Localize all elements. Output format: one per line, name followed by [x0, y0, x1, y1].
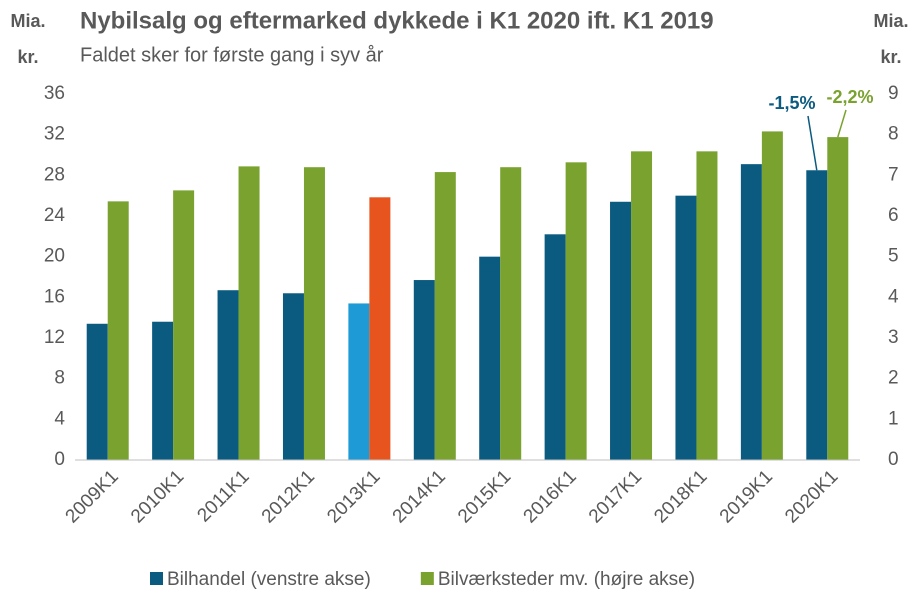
annotation: -1,5% — [768, 93, 815, 113]
x-tick-label: 2009K1 — [62, 466, 123, 527]
bar — [86, 323, 108, 460]
legend-label: Bilhandel (venstre akse) — [167, 569, 371, 590]
bar — [544, 234, 566, 460]
x-tick-label: 2010K1 — [127, 466, 188, 527]
legend-swatch — [420, 572, 434, 585]
y-tick-label: 16 — [44, 286, 65, 307]
bar — [675, 195, 697, 460]
bar — [761, 131, 783, 460]
x-tick-label: 2013K1 — [323, 466, 384, 527]
y-tick-label: 36 — [44, 83, 65, 104]
x-tick-label: 2020K1 — [781, 466, 842, 527]
x-tick-label: 2019K1 — [716, 466, 777, 527]
y2-tick-label: 6 — [888, 205, 899, 226]
bar — [500, 167, 522, 460]
bar — [565, 162, 587, 460]
x-tick-label: 2011K1 — [193, 466, 253, 526]
y2-tick-label: 2 — [888, 368, 899, 389]
y2-tick-label: 8 — [888, 124, 899, 145]
bar — [238, 166, 260, 461]
y2-axis-label: Mia. — [873, 11, 908, 31]
bar — [827, 137, 849, 460]
annotation: -2,2% — [826, 87, 873, 107]
bar — [413, 280, 435, 460]
bar — [610, 201, 632, 460]
y-tick-label: 8 — [54, 368, 65, 389]
y2-tick-label: 4 — [888, 286, 899, 307]
bar — [107, 201, 129, 461]
y-tick-label: 0 — [54, 449, 65, 470]
chart-subtitle: Faldet sker for første gang i syv år — [80, 44, 384, 66]
x-tick-label: 2012K1 — [258, 466, 319, 527]
y-axis-label: kr. — [17, 47, 38, 67]
bar — [217, 290, 239, 460]
y-tick-label: 32 — [44, 124, 65, 145]
bar — [152, 321, 174, 460]
y-tick-label: 4 — [54, 408, 65, 429]
x-tick-label: 2015K1 — [454, 466, 515, 527]
bar — [303, 167, 325, 460]
bar — [173, 190, 195, 460]
bar — [479, 256, 501, 460]
y2-tick-label: 7 — [888, 164, 899, 185]
bar — [740, 164, 762, 460]
y2-tick-label: 3 — [888, 327, 899, 348]
y-tick-label: 20 — [44, 246, 65, 267]
bar — [282, 293, 304, 460]
y2-tick-label: 0 — [888, 449, 899, 470]
bar — [631, 151, 653, 460]
annotation-leader — [837, 109, 847, 138]
annotation-leader — [807, 115, 818, 171]
chart-title: Nybilsalg og eftermarked dykkede i K1 20… — [80, 7, 714, 34]
y2-tick-label: 9 — [888, 83, 899, 104]
y2-tick-label: 1 — [888, 408, 899, 429]
bar — [434, 172, 456, 460]
bar — [348, 303, 370, 460]
y-tick-label: 12 — [44, 327, 65, 348]
x-tick-label: 2016K1 — [520, 466, 581, 527]
y2-tick-label: 5 — [888, 246, 899, 267]
x-tick-label: 2014K1 — [389, 466, 450, 527]
legend-label: Bilværksteder mv. (højre akse) — [438, 569, 695, 590]
bar — [696, 151, 718, 460]
y2-axis-label: kr. — [880, 47, 901, 67]
bar — [806, 170, 828, 460]
y-tick-label: 24 — [44, 205, 66, 226]
x-tick-label: 2018K1 — [650, 466, 711, 527]
x-tick-label: 2017K1 — [585, 466, 646, 527]
legend-swatch — [150, 572, 163, 585]
bar — [369, 197, 391, 460]
y-tick-label: 28 — [44, 164, 65, 185]
y-axis-label: Mia. — [10, 11, 45, 31]
